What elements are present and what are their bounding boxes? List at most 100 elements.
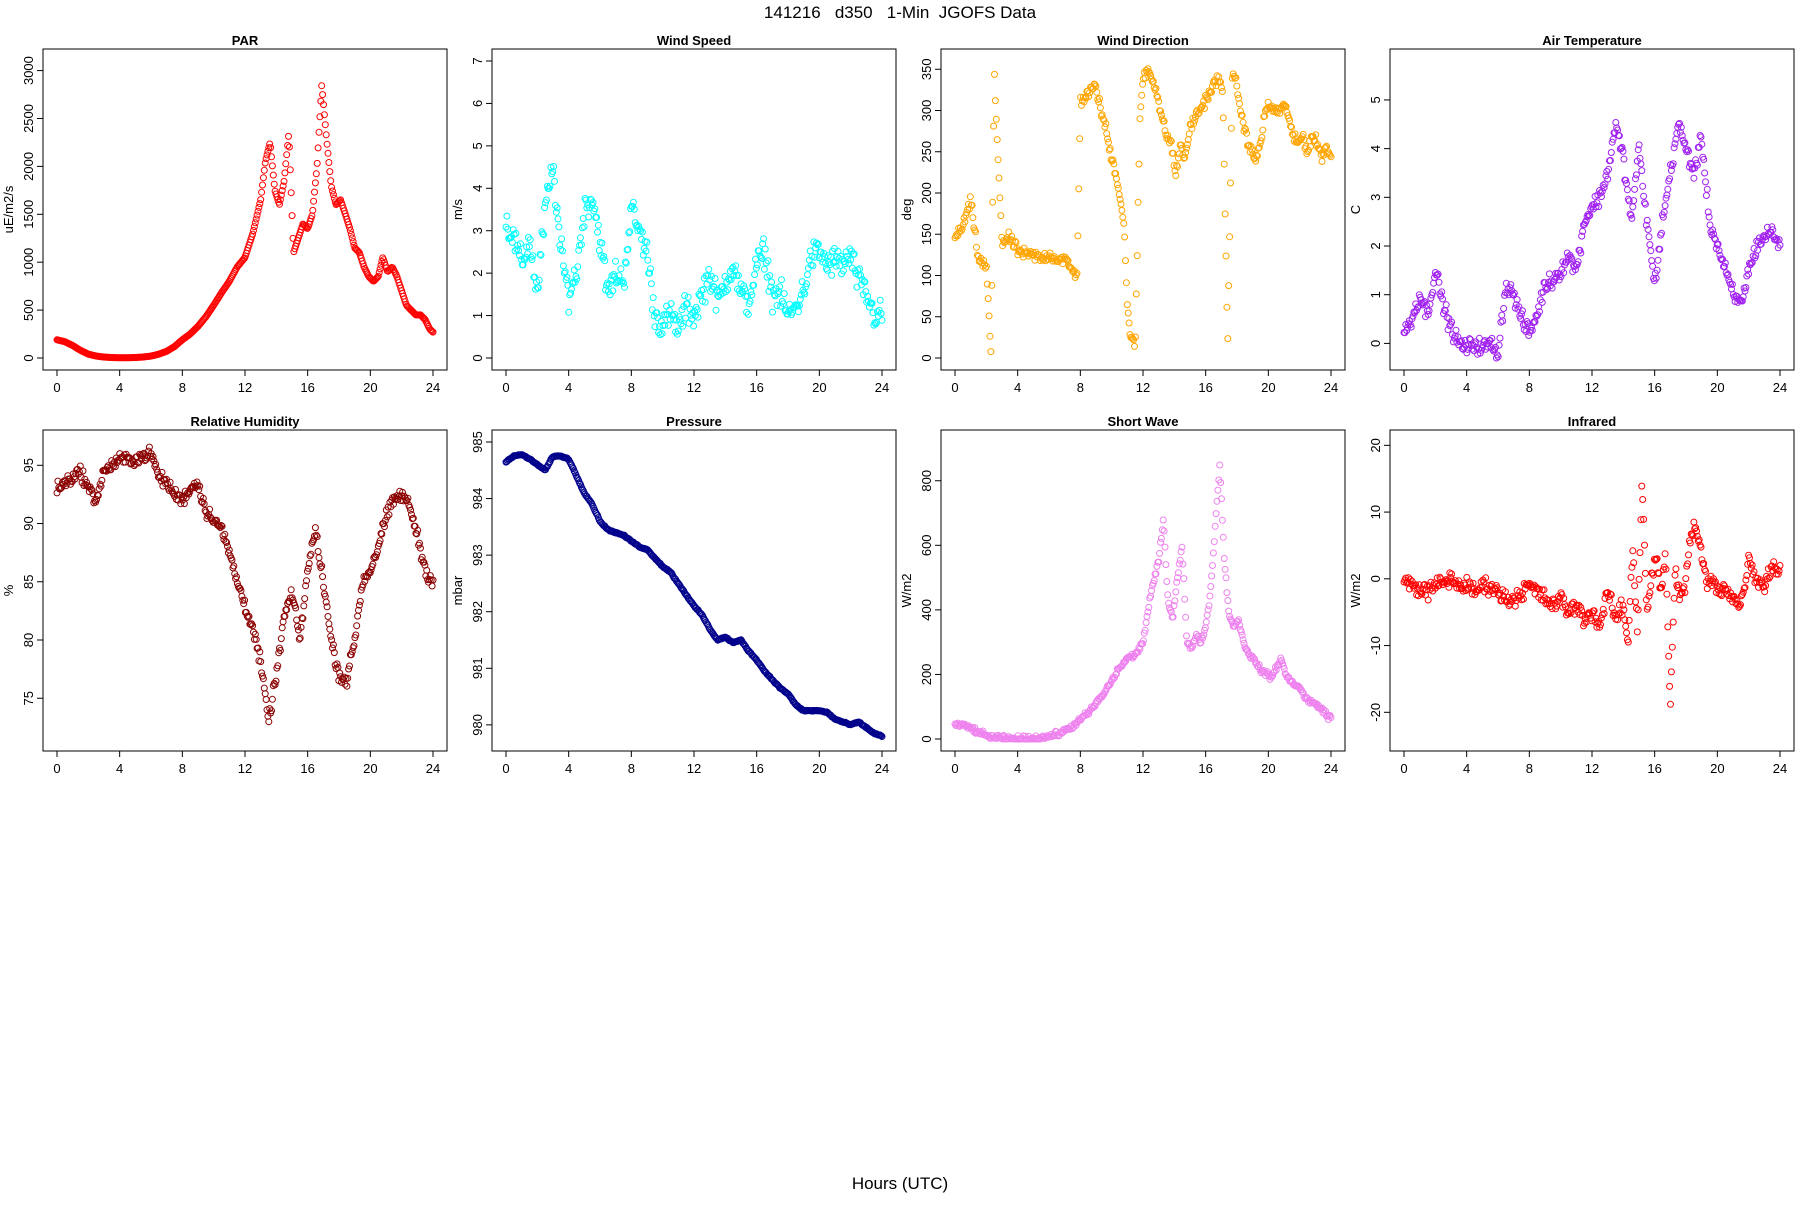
data-point (268, 707, 275, 715)
data-point (752, 264, 760, 272)
data-point (877, 310, 885, 317)
x-tick-label: 12 (687, 380, 701, 395)
data-point (1318, 158, 1326, 165)
data-point (319, 573, 327, 581)
data-point (804, 271, 811, 279)
data-point (1259, 126, 1267, 134)
data-point (1698, 140, 1706, 148)
y-tick-label: 4 (470, 185, 485, 192)
data-point (536, 250, 544, 258)
data-point (1406, 576, 1414, 584)
data-point (1320, 706, 1328, 714)
data-point (251, 219, 259, 227)
data-point (1063, 256, 1071, 264)
data-point (704, 272, 712, 280)
data-point (528, 256, 536, 264)
x-tick-label: 4 (1014, 761, 1021, 776)
data-point (1658, 584, 1665, 591)
data-point (826, 261, 834, 269)
data-point (513, 245, 521, 253)
data-point (511, 247, 519, 255)
data-point (1671, 571, 1679, 579)
data-point (1435, 278, 1443, 286)
data-point (1499, 317, 1507, 325)
data-point (278, 187, 286, 195)
data-point (703, 620, 711, 628)
data-point (1711, 578, 1719, 586)
data-point (809, 262, 817, 270)
data-point (1181, 595, 1189, 603)
data-point (1659, 213, 1667, 221)
data-point (1681, 139, 1689, 147)
data-point (522, 253, 530, 261)
data-point (747, 288, 755, 296)
data-point (1314, 140, 1321, 148)
data-point (1156, 549, 1164, 557)
data-point (385, 511, 393, 519)
x-tick-label: 24 (875, 761, 889, 776)
data-point (1412, 581, 1420, 589)
data-point (307, 550, 315, 558)
data-point (1536, 591, 1544, 599)
data-point (1255, 661, 1263, 669)
data-point (1207, 583, 1215, 590)
data-point (878, 733, 886, 740)
data-point (576, 479, 584, 487)
data-point (249, 230, 257, 238)
data-point (1593, 199, 1601, 207)
data-point (1143, 613, 1151, 620)
data-point (1615, 610, 1622, 618)
data-point (769, 308, 776, 316)
data-point (646, 269, 654, 277)
data-point (1236, 100, 1243, 108)
data-point (1625, 197, 1633, 205)
data-point (1243, 129, 1251, 137)
y-tick-label: 3 (470, 227, 485, 234)
y-tick-label: 500 (21, 299, 36, 321)
data-point (201, 507, 209, 514)
data-point (1606, 157, 1614, 164)
y-tick-label: 0 (919, 354, 934, 361)
data-point (1720, 581, 1727, 588)
data-point (994, 156, 1002, 164)
data-point (1460, 343, 1468, 351)
data-point (177, 500, 185, 508)
data-point (556, 241, 564, 249)
data-point (997, 212, 1005, 220)
data-point (1244, 142, 1252, 150)
data-point (158, 468, 166, 476)
data-point (409, 514, 417, 522)
data-point (276, 647, 284, 654)
data-point (1167, 137, 1175, 145)
data-point (984, 295, 992, 303)
data-point (1736, 602, 1744, 610)
data-point (1669, 618, 1677, 626)
data-point (1518, 310, 1526, 318)
data-point (1685, 147, 1692, 155)
data-point (690, 322, 698, 330)
y-tick-label: 95 (21, 458, 36, 472)
data-point (758, 254, 766, 262)
plot-frame (940, 429, 1346, 752)
data-point (542, 196, 550, 204)
data-point (1702, 567, 1709, 575)
data-point (1676, 119, 1683, 127)
data-point (1653, 266, 1661, 274)
data-point (1446, 322, 1454, 330)
data-point (1464, 345, 1472, 353)
data-point (1220, 555, 1228, 562)
data-point (1073, 269, 1081, 277)
data-point (876, 731, 884, 739)
y-axis-label: % (1, 584, 16, 596)
data-point (832, 262, 840, 270)
data-point (796, 295, 804, 303)
data-point (1590, 607, 1598, 615)
data-point (653, 309, 661, 317)
data-point (635, 222, 643, 230)
data-point (750, 281, 758, 289)
data-point (1157, 111, 1165, 119)
data-point (878, 316, 886, 324)
data-point (1102, 120, 1110, 128)
data-point (1602, 172, 1610, 180)
y-tick-label: 980 (470, 714, 485, 736)
